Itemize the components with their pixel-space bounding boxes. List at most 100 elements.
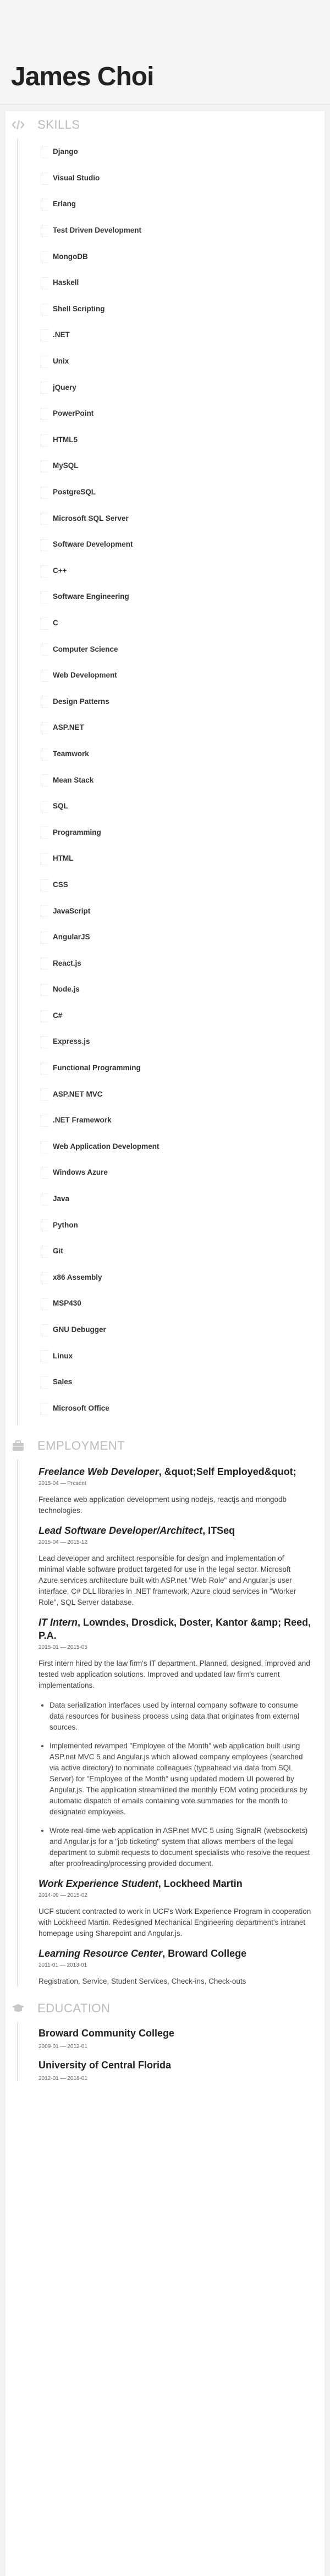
skill-label: Programming — [53, 828, 101, 836]
job-title-separator: , — [202, 1525, 208, 1536]
skill-item: Python — [22, 1212, 311, 1238]
education-entry: University of Central Florida 2012-01 — 2… — [38, 2060, 311, 2082]
job-role: Lead Software Developer/Architect — [38, 1525, 203, 1536]
skills-list: Django Visual Studio Erlang Test Driven Dev… — [6, 139, 324, 1425]
job-role: Freelance Web Developer — [38, 1466, 159, 1477]
skill-marker — [41, 1088, 50, 1101]
skill-item: JavaScript — [22, 898, 311, 924]
skill-marker — [41, 748, 50, 761]
code-icon — [11, 118, 25, 131]
skill-label: Mean Stack — [53, 775, 94, 784]
job-title: Learning Resource Center, Broward Colleg… — [38, 1947, 311, 1960]
employment-entry: Freelance Web Developer, &quot;Self Empl… — [38, 1465, 311, 1516]
job-role: Work Experience Student — [38, 1878, 158, 1889]
education-date: 2009-01 — 2012-01 — [38, 2044, 87, 2050]
skill-item: HTML — [22, 845, 311, 872]
employment-entry: IT Intern, Lowndes, Drosdick, Doster, Ka… — [38, 1616, 311, 1869]
job-company: Lockheed Martin — [163, 1878, 243, 1889]
skill-marker — [41, 408, 50, 420]
skill-item: Microsoft Office — [22, 1395, 311, 1422]
education-title: EDUCATION — [37, 2001, 111, 2015]
skill-item: Linux — [22, 1342, 311, 1369]
skill-item: Java — [22, 1186, 311, 1212]
candidate-name: James Choi — [11, 62, 154, 91]
skill-item: React.js — [22, 950, 311, 976]
skill-item: Windows Azure — [22, 1159, 311, 1186]
skill-label: Test Driven Development — [53, 226, 142, 235]
education-date: 2012-01 — 2016-01 — [38, 2076, 87, 2082]
skill-label: GNU Debugger — [53, 1325, 106, 1334]
skill-marker — [41, 1062, 50, 1075]
skill-label: Git — [53, 1247, 63, 1256]
employment-title: EMPLOYMENT — [37, 1439, 125, 1452]
employment-entry: Lead Software Developer/Architect, ITSeq… — [38, 1524, 311, 1608]
skill-marker — [41, 1114, 50, 1127]
job-bullet: Implemented revamped "Employee of the Mo… — [50, 1741, 311, 1818]
skill-item: Visual Studio — [22, 165, 311, 191]
job-title: Work Experience Student, Lockheed Martin — [38, 1877, 311, 1890]
skill-item: C — [22, 610, 311, 636]
job-description: UCF student contracted to work in UCF's … — [38, 1907, 311, 1937]
skill-marker — [41, 224, 50, 237]
skill-label: Computer Science — [53, 645, 118, 653]
skill-label: Erlang — [53, 200, 76, 208]
job-title: IT Intern, Lowndes, Drosdick, Doster, Ka… — [38, 1616, 311, 1642]
skill-item: CSS — [22, 872, 311, 898]
job-title-separator: , — [158, 1466, 164, 1477]
resume-body: SKILLS Django Visual Studio Erlang Test Dri… — [6, 111, 324, 2576]
skill-label: Node.js — [53, 985, 80, 994]
skill-marker — [41, 538, 50, 551]
briefcase-icon — [11, 1439, 25, 1452]
skill-item: MySQL — [22, 453, 311, 479]
education-section-header: EDUCATION — [6, 1995, 324, 2022]
employment-section-header: EMPLOYMENT — [6, 1432, 324, 1460]
skill-label: Linux — [53, 1351, 73, 1360]
skill-label: C++ — [53, 566, 67, 575]
job-company: Lowndes, Drosdick, Doster, Kantor &amp; … — [38, 1617, 311, 1641]
skill-marker — [41, 513, 50, 525]
job-company: &quot;Self Employed&quot; — [164, 1466, 296, 1477]
job-description: Freelance web application development us… — [38, 1495, 287, 1515]
resume-header: James Choi — [0, 0, 330, 104]
skills-section-header: SKILLS — [6, 111, 324, 139]
skill-item: Shell Scripting — [22, 296, 311, 322]
skill-label: CSS — [53, 880, 68, 889]
skill-item: MongoDB — [22, 243, 311, 269]
skill-marker — [41, 199, 50, 211]
education-school: Broward Community College — [38, 2028, 175, 2039]
skill-item: jQuery — [22, 374, 311, 400]
skill-label: AngularJS — [53, 933, 90, 942]
skill-item: AngularJS — [22, 924, 311, 950]
skill-item: Teamwork — [22, 741, 311, 767]
skill-marker — [41, 879, 50, 891]
skills-title: SKILLS — [37, 118, 80, 131]
job-date: 2015-04 — Present — [38, 1480, 86, 1487]
skill-marker — [41, 1141, 50, 1153]
skill-marker — [41, 1376, 50, 1389]
skill-marker — [41, 905, 50, 918]
skill-label: Unix — [53, 357, 69, 366]
skill-item: Unix — [22, 348, 311, 375]
skill-label: jQuery — [53, 383, 76, 392]
skill-label: .NET Framework — [53, 1116, 112, 1125]
skill-marker — [41, 722, 50, 735]
job-title-separator: , — [158, 1878, 164, 1889]
skill-marker — [41, 1245, 50, 1258]
skill-label: ASP.NET MVC — [53, 1089, 103, 1098]
skill-label: Web Application Development — [53, 1142, 160, 1151]
skill-label: Haskell — [53, 278, 79, 287]
job-role: IT Intern — [38, 1617, 78, 1628]
job-date: 2014-09 — 2015-02 — [38, 1892, 87, 1898]
skill-marker — [41, 355, 50, 368]
skill-item: Django — [22, 139, 311, 165]
skill-item: Web Application Development — [22, 1133, 311, 1160]
job-role: Learning Resource Center — [38, 1948, 163, 1959]
skill-item: Functional Programming — [22, 1055, 311, 1081]
skill-label: Express.js — [53, 1037, 90, 1046]
skill-marker — [41, 800, 50, 813]
skill-marker — [41, 1010, 50, 1022]
skill-item: C# — [22, 1003, 311, 1029]
education-entry: Broward Community College 2009-01 — 2012-… — [38, 2028, 311, 2050]
skill-marker — [41, 774, 50, 787]
